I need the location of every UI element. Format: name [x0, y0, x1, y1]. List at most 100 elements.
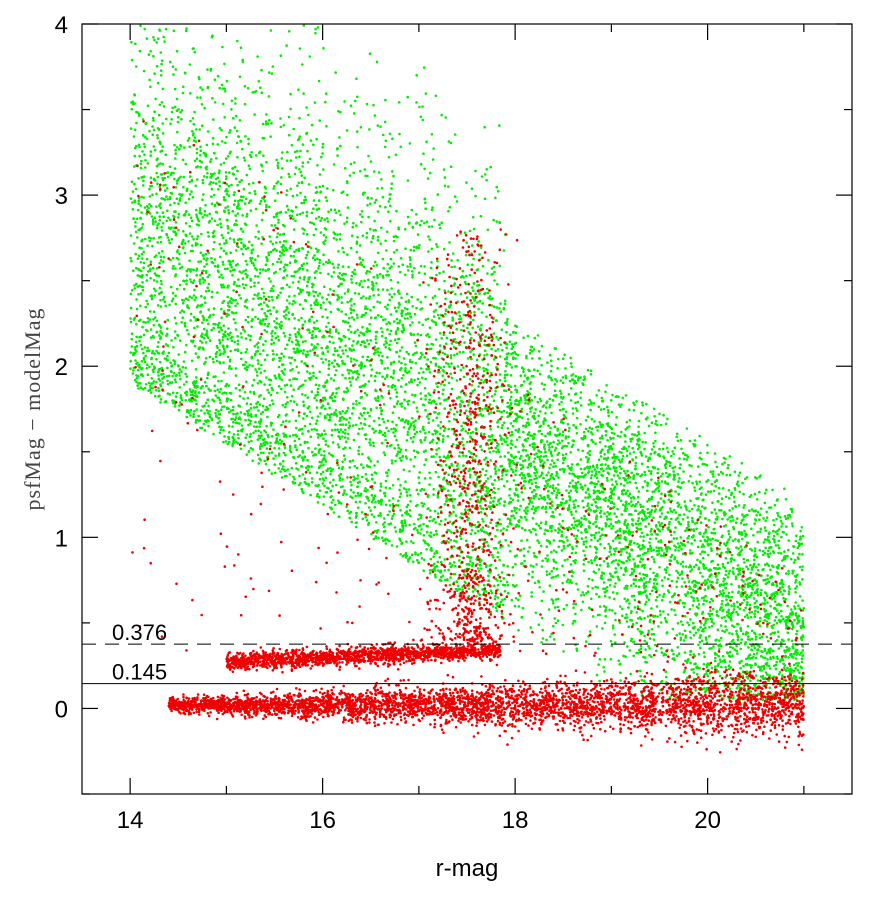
green-point — [585, 545, 588, 549]
green-point — [342, 491, 346, 495]
green-point — [297, 414, 301, 417]
green-point — [458, 534, 462, 537]
green-point — [163, 300, 167, 304]
green-point — [580, 608, 583, 612]
green-point — [236, 155, 239, 159]
green-point — [478, 299, 482, 303]
green-point — [772, 655, 775, 659]
green-point — [354, 494, 358, 498]
green-point — [370, 473, 374, 477]
green-point — [212, 322, 215, 326]
green-point — [533, 489, 536, 492]
green-point — [731, 566, 735, 570]
green-point — [203, 279, 207, 282]
green-point — [655, 546, 658, 549]
green-point — [549, 369, 553, 373]
green-point — [377, 536, 380, 540]
green-point — [763, 598, 767, 602]
green-point — [560, 530, 564, 533]
green-point — [686, 621, 689, 624]
green-point — [490, 304, 494, 307]
green-point — [303, 298, 307, 302]
green-point — [334, 503, 337, 507]
green-point — [341, 349, 344, 352]
green-point — [480, 323, 483, 327]
green-point — [650, 589, 654, 593]
green-point — [455, 327, 459, 331]
green-point — [278, 322, 281, 326]
green-point — [212, 375, 215, 379]
green-point — [210, 217, 214, 220]
green-point — [586, 451, 590, 455]
green-point — [469, 350, 472, 354]
green-point — [343, 100, 346, 103]
green-point — [234, 321, 237, 325]
green-point — [305, 214, 309, 217]
green-point — [313, 353, 317, 357]
green-point — [316, 301, 319, 305]
green-point — [245, 433, 249, 436]
green-point — [666, 417, 669, 421]
green-point — [411, 226, 415, 229]
green-point — [540, 344, 544, 348]
green-point — [436, 430, 439, 434]
green-point — [647, 424, 651, 428]
green-point — [514, 399, 517, 403]
green-point — [639, 503, 642, 507]
green-point — [344, 376, 347, 380]
green-point — [558, 539, 562, 543]
green-point — [739, 666, 742, 670]
green-point — [463, 280, 467, 284]
green-point — [222, 161, 226, 165]
green-point — [179, 111, 182, 114]
green-point — [703, 655, 706, 658]
green-point — [590, 503, 594, 507]
green-point — [550, 500, 554, 504]
green-point — [346, 193, 349, 197]
green-point — [801, 565, 804, 568]
green-point — [351, 424, 355, 427]
green-point — [306, 458, 309, 462]
green-point — [572, 500, 575, 503]
green-point — [777, 551, 780, 555]
green-point — [544, 450, 547, 454]
green-point — [159, 329, 162, 333]
green-point — [423, 167, 426, 171]
green-point — [632, 558, 635, 561]
green-point — [390, 170, 394, 173]
green-point — [720, 602, 724, 606]
green-point — [272, 284, 275, 288]
green-point — [175, 97, 179, 101]
green-point — [190, 296, 194, 300]
green-point — [569, 387, 573, 390]
green-point — [376, 124, 380, 127]
green-point — [217, 171, 221, 175]
green-point — [251, 364, 254, 368]
green-point — [509, 422, 513, 425]
green-point — [256, 317, 260, 321]
green-point — [625, 551, 629, 554]
green-point — [725, 614, 729, 617]
green-point — [452, 432, 456, 436]
green-point — [410, 417, 414, 420]
green-point — [337, 501, 341, 505]
green-point — [492, 332, 496, 335]
green-point — [432, 493, 435, 496]
green-point — [518, 594, 522, 597]
green-point — [591, 433, 594, 436]
green-point — [525, 421, 529, 425]
green-point — [384, 479, 388, 483]
green-point — [660, 647, 663, 650]
green-point — [761, 602, 764, 605]
green-point — [399, 508, 402, 512]
green-point — [408, 470, 411, 473]
green-point — [281, 420, 285, 424]
green-point — [731, 570, 735, 573]
green-point — [140, 195, 143, 199]
green-point — [765, 516, 769, 519]
green-point — [169, 285, 173, 289]
green-point — [411, 440, 415, 444]
green-point — [604, 606, 608, 609]
green-point — [433, 552, 436, 555]
green-point — [361, 258, 365, 262]
